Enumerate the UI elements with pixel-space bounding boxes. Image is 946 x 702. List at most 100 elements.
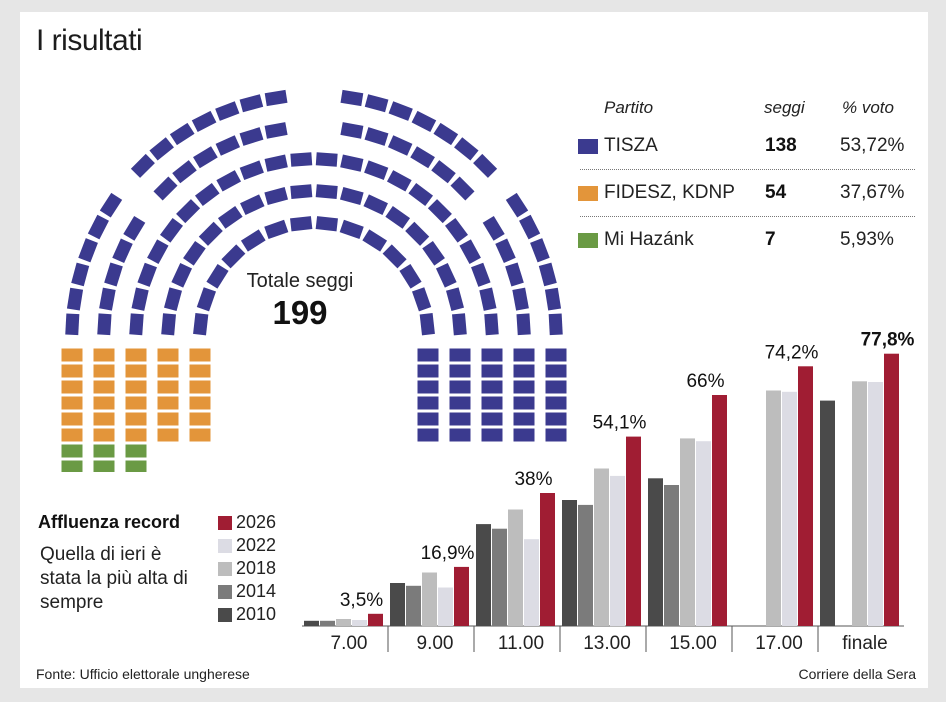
seat-fidesz — [189, 348, 211, 362]
seat-fidesz — [125, 380, 147, 394]
legend-label-2010: 2010 — [236, 604, 277, 624]
party-vote-fidesz: 37,67% — [840, 182, 905, 203]
seat-fidesz — [125, 348, 147, 362]
seat-tisza — [417, 380, 439, 394]
table-divider — [580, 169, 915, 170]
seat-fidesz — [93, 428, 115, 442]
seat-fidesz — [189, 364, 211, 378]
seat-tisza — [482, 216, 505, 241]
seat-tisza — [484, 313, 499, 336]
seat-tisza — [315, 216, 338, 232]
seat-tisza — [169, 122, 195, 146]
bar-2026-finale — [884, 353, 899, 626]
bar-2014-13.00 — [578, 504, 593, 626]
seat-tisza — [193, 313, 209, 336]
seat-tisza — [131, 287, 149, 311]
data-label-2026: 77,8% — [861, 330, 915, 351]
legend-label-2014: 2014 — [236, 581, 277, 601]
seat-tisza — [239, 160, 264, 180]
seat-tisza — [112, 238, 133, 264]
seat-tisza — [78, 238, 98, 263]
table-header-seats: seggi — [764, 98, 805, 117]
bar-2010-9.00 — [390, 583, 405, 627]
seat-tisza — [104, 262, 123, 287]
seat-tisza — [545, 412, 567, 426]
seat-tisza — [240, 229, 266, 252]
seat-tisza — [513, 348, 535, 362]
seat-tisza — [548, 313, 563, 336]
seat-fidesz — [61, 428, 83, 442]
bar-2018-9.00 — [422, 572, 437, 627]
seat-tisza — [419, 313, 435, 336]
seat-tisza — [516, 313, 531, 336]
legend-label-2022: 2022 — [236, 535, 277, 555]
party-seats-tisza: 138 — [765, 135, 797, 156]
seat-mihazank — [61, 460, 83, 472]
seat-tisza — [449, 396, 471, 410]
party-name-fidesz: FIDESZ, KDNP — [604, 182, 735, 203]
seat-tisza — [481, 428, 503, 442]
seat-tisza — [479, 287, 497, 311]
bar-2022-15.00 — [696, 441, 711, 626]
bar-2026-13.00 — [626, 436, 641, 626]
seat-tisza — [417, 412, 439, 426]
seat-tisza — [339, 219, 364, 240]
seat-fidesz — [157, 396, 179, 410]
seat-mihazank — [61, 444, 83, 458]
seat-tisza — [191, 110, 217, 132]
seat-tisza — [545, 428, 567, 442]
seat-tisza — [471, 262, 491, 287]
seat-mihazank — [93, 460, 115, 472]
seat-tisza — [196, 287, 217, 312]
bar-2018-17.00 — [766, 390, 781, 626]
seat-tisza — [422, 240, 445, 266]
seat-tisza — [264, 187, 289, 205]
seat-tisza — [388, 101, 413, 121]
bar-2014-7.00 — [320, 620, 335, 627]
seat-tisza — [408, 183, 434, 206]
bar-2018-11.00 — [508, 509, 523, 626]
seat-tisza — [129, 313, 144, 336]
seat-fidesz — [125, 364, 147, 378]
x-tick-label: 9.00 — [417, 633, 454, 654]
data-label-2026: 66% — [686, 371, 724, 392]
x-tick-label: 13.00 — [583, 633, 631, 654]
seat-fidesz — [61, 348, 83, 362]
infographic-card: I risultati Totale seggi 199 Partito seg… — [20, 12, 928, 688]
seat-fidesz — [125, 412, 147, 426]
seat-tisza — [505, 192, 529, 218]
seat-fidesz — [157, 412, 179, 426]
total-seats-label: Totale seggi — [246, 270, 354, 292]
seat-tisza — [481, 380, 503, 394]
tisza-swatch — [578, 139, 598, 154]
seat-tisza — [315, 184, 338, 199]
data-label-2026: 74,2% — [765, 342, 819, 363]
x-tick-label: 17.00 — [755, 633, 803, 654]
legend-label-2026: 2026 — [236, 512, 277, 532]
seat-tisza — [538, 262, 557, 287]
seat-fidesz — [61, 380, 83, 394]
seat-tisza — [495, 238, 516, 264]
bar-2018-7.00 — [336, 619, 351, 626]
seat-tisza — [362, 229, 388, 252]
bar-2018-finale — [852, 381, 867, 626]
seat-tisza — [123, 216, 146, 241]
seat-tisza — [386, 170, 412, 192]
seat-tisza — [216, 170, 242, 192]
seat-tisza — [427, 199, 452, 224]
seat-tisza — [417, 428, 439, 442]
table-divider — [580, 216, 915, 217]
seat-fidesz — [157, 348, 179, 362]
bar-2026-15.00 — [712, 395, 727, 626]
bar-2010-7.00 — [304, 620, 319, 627]
seat-tisza — [399, 263, 422, 289]
seat-fidesz — [125, 396, 147, 410]
party-seats-mihazank: 7 — [765, 229, 776, 250]
seat-tisza — [433, 122, 459, 146]
bar-2010-11.00 — [476, 524, 491, 626]
seat-tisza — [364, 94, 389, 113]
party-name-tisza: TISZA — [604, 135, 658, 156]
seat-tisza — [545, 364, 567, 378]
legend-swatch-2022 — [218, 539, 232, 553]
seat-tisza — [87, 214, 109, 240]
